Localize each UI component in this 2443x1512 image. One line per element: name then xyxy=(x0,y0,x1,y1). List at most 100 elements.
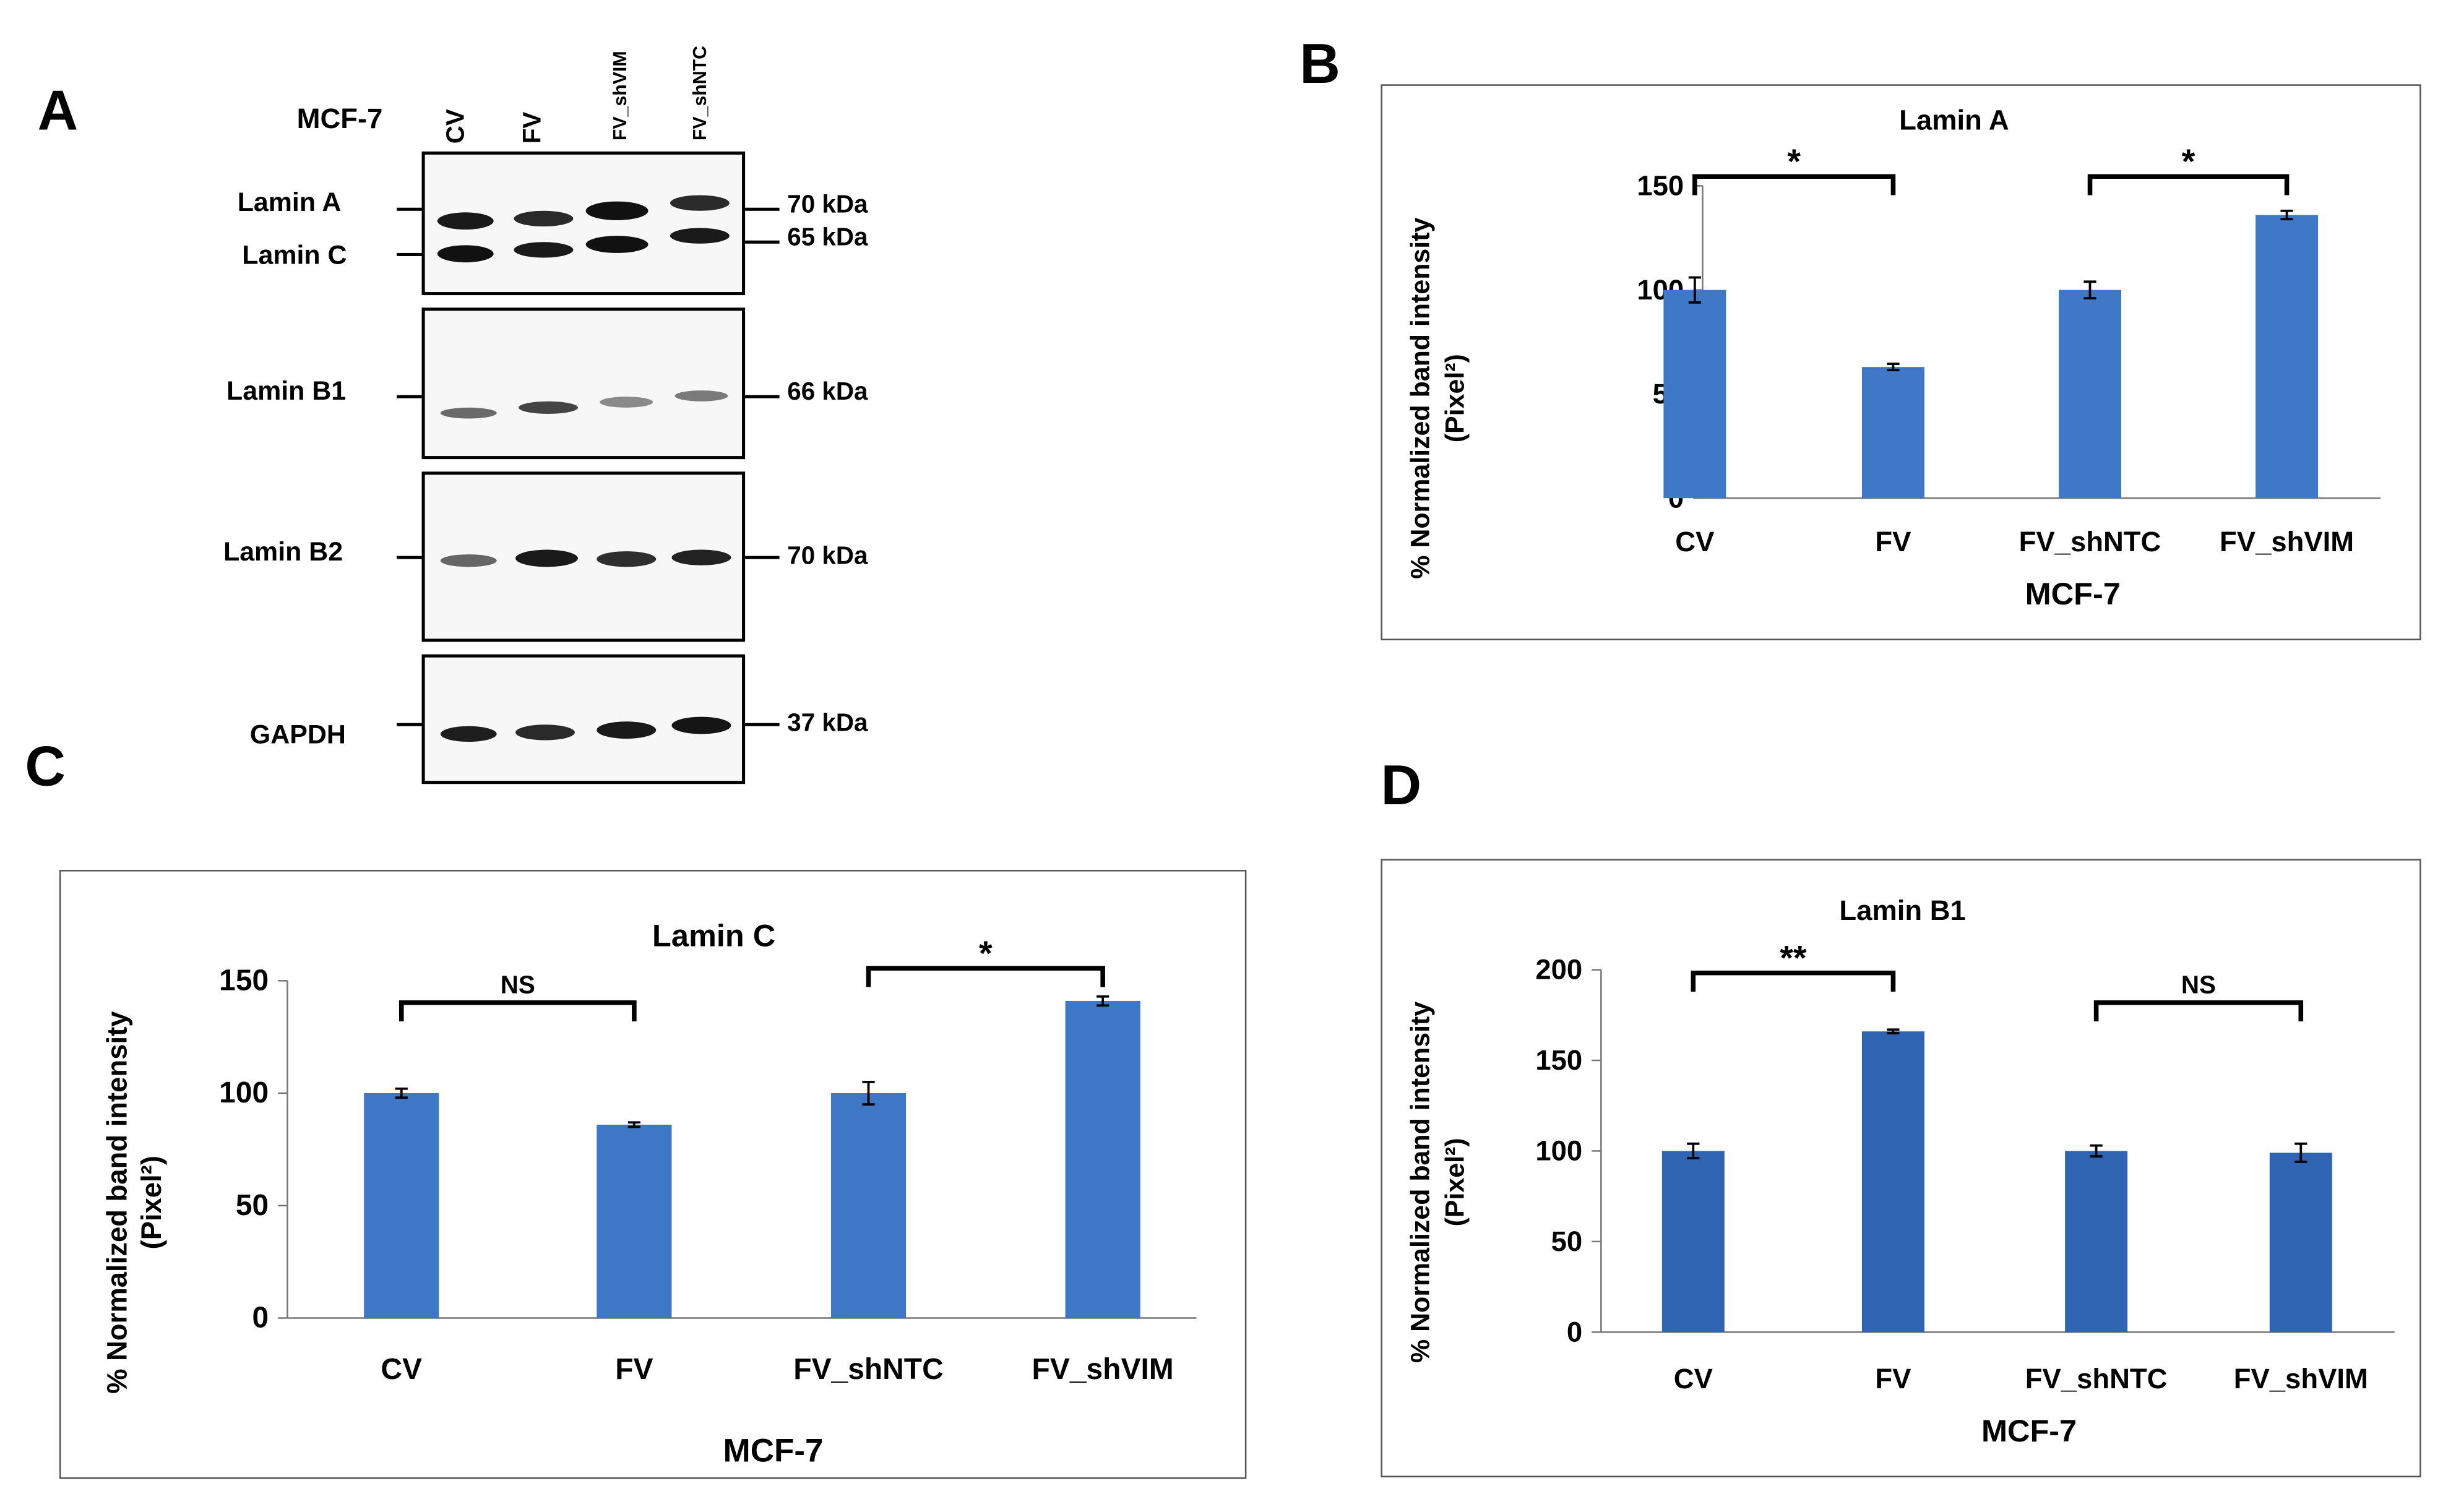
bar-fv xyxy=(1861,1031,1924,1333)
blot-box-lamin-b2 xyxy=(421,471,746,642)
blot-band xyxy=(670,228,730,244)
x-category-label: FV xyxy=(615,1353,653,1386)
chart-title: Lamin C xyxy=(652,918,775,953)
blot-band xyxy=(597,721,657,739)
blot-band xyxy=(440,554,497,567)
blot-kda-37: 37 kDa xyxy=(787,710,868,737)
blot-label-lamin-b2: Lamin B2 xyxy=(223,537,343,567)
x-category-label: FV_shNTC xyxy=(2019,526,2161,557)
chart-frame-b: Lamin A050100150% Normalized band intens… xyxy=(1381,84,2421,640)
significance-label: NS xyxy=(501,970,535,999)
bar-fv-shvim xyxy=(1065,1000,1140,1318)
blot-band xyxy=(670,195,730,211)
y-tick-label: 150 xyxy=(1535,1044,1582,1076)
blot-band xyxy=(514,210,574,227)
blot-box-gapdh xyxy=(421,654,746,784)
bar-fv xyxy=(1861,367,1924,499)
bar-fv-shntc xyxy=(2065,1151,2128,1333)
blot-marker-line xyxy=(397,252,422,256)
significance-label: NS xyxy=(2181,970,2216,999)
x-category-label: FV xyxy=(1875,1363,1911,1394)
x-category-label: CV xyxy=(1675,526,1714,557)
blot-marker-line xyxy=(745,207,780,210)
x-category-label: FV_shVIM xyxy=(2234,1363,2368,1394)
chart-lamin-c: Lamin C 0 50 100 150 % Normalized band intens… xyxy=(101,918,1197,1469)
significance-label: * xyxy=(2182,142,2195,181)
x-category-label: FV_shNTC xyxy=(793,1353,943,1386)
x-category-label: CV xyxy=(381,1353,422,1386)
blot-band xyxy=(437,212,494,230)
blot-marker-line xyxy=(397,207,422,210)
blot-label-gapdh: GAPDH xyxy=(249,719,346,750)
blot-kda-66: 66 kDa xyxy=(787,379,868,406)
lane-label-fv-shntc: FV_shNTC xyxy=(689,45,711,141)
x-category-label: FV_shVIM xyxy=(1032,1353,1174,1386)
blot-band xyxy=(585,236,648,253)
bar-cv xyxy=(364,1093,439,1318)
bar-fv-shvim xyxy=(2256,215,2319,499)
x-axis-label: MCF-7 xyxy=(723,1433,824,1469)
significance-bracket xyxy=(1692,174,1896,195)
y-tick-label: 150 xyxy=(1637,170,1684,202)
blot-box-lamin-ac xyxy=(421,151,746,296)
chart-frame-c: Lamin C 0 50 100 150 % Normalized band intens… xyxy=(59,870,1247,1479)
blot-band xyxy=(514,242,574,258)
bar-cv xyxy=(1663,290,1726,499)
blot-kda-70b: 70 kDa xyxy=(787,543,868,570)
blot-marker-line xyxy=(397,723,422,726)
blot-box-lamin-b1 xyxy=(421,307,746,460)
significance-bracket xyxy=(2087,174,2290,195)
lane-label-cv: CV xyxy=(443,109,470,144)
y-tick-label: 50 xyxy=(236,1189,269,1222)
significance-label: * xyxy=(979,934,993,973)
significance-bracket xyxy=(1691,970,1896,992)
y-tick-label: 200 xyxy=(1535,954,1582,986)
blot-band xyxy=(519,401,578,414)
blot-band xyxy=(597,551,657,567)
blot-kda-65: 65 kDa xyxy=(787,225,868,252)
x-axis-label: MCF-7 xyxy=(2025,576,2121,611)
y-axis-label-unit: (Pixel²) xyxy=(1440,1138,1470,1226)
bar-fv-shvim xyxy=(2269,1153,2332,1333)
blot-label-lamin-a: Lamin A xyxy=(237,187,342,217)
blot-marker-line xyxy=(745,723,780,726)
y-tick-label: 150 xyxy=(219,964,269,997)
bar-cv xyxy=(1661,1151,1725,1333)
panel-label-c: C xyxy=(25,734,66,798)
blot-band xyxy=(671,716,731,734)
x-axis-label: MCF-7 xyxy=(1981,1413,2077,1448)
blot-label-lamin-b1: Lamin B1 xyxy=(226,376,347,406)
y-tick-label: 0 xyxy=(252,1302,269,1334)
y-tick-label: 0 xyxy=(1567,1316,1582,1347)
y-tick-label: 100 xyxy=(219,1076,269,1109)
significance-label: * xyxy=(1787,142,1801,181)
blot-band xyxy=(440,726,497,742)
y-tick-label: 100 xyxy=(1535,1135,1582,1167)
y-axis-label-unit: (Pixel²) xyxy=(136,1156,167,1249)
significance-bracket xyxy=(2093,1000,2304,1021)
bar-fv-shntc xyxy=(2059,290,2121,499)
y-tick-label: 50 xyxy=(1551,1226,1583,1257)
blot-kda-70: 70 kDa xyxy=(787,192,868,219)
panel-label-a: A xyxy=(37,78,79,142)
blot-band xyxy=(515,549,578,567)
blot-marker-line xyxy=(745,395,780,398)
chart-lamin-b1: Lamin B1 0 50 100 150 200 % Normalized band in… xyxy=(1406,895,2395,1448)
y-axis-label: % Normalized band intensity xyxy=(101,1011,132,1394)
blot-marker-line xyxy=(745,556,780,559)
bar-fv xyxy=(597,1124,672,1318)
blot-band xyxy=(437,245,494,263)
panel-label-b: B xyxy=(1299,31,1340,95)
blot-band xyxy=(515,724,575,741)
significance-bracket xyxy=(399,1000,637,1021)
chart-title: Lamin A xyxy=(1899,105,2009,136)
blot-label-lamin-c: Lamin C xyxy=(242,240,347,270)
blot-marker-line xyxy=(397,556,422,559)
x-category-label: FV_shVIM xyxy=(2220,526,2354,557)
significance-bracket xyxy=(866,966,1105,987)
y-axis-label: % Normalized band intensity xyxy=(1406,1002,1436,1363)
blot-band xyxy=(600,397,653,408)
blot-band xyxy=(671,549,731,565)
lane-label-fv: FV xyxy=(520,111,547,144)
significance-label: ** xyxy=(1780,939,1807,977)
